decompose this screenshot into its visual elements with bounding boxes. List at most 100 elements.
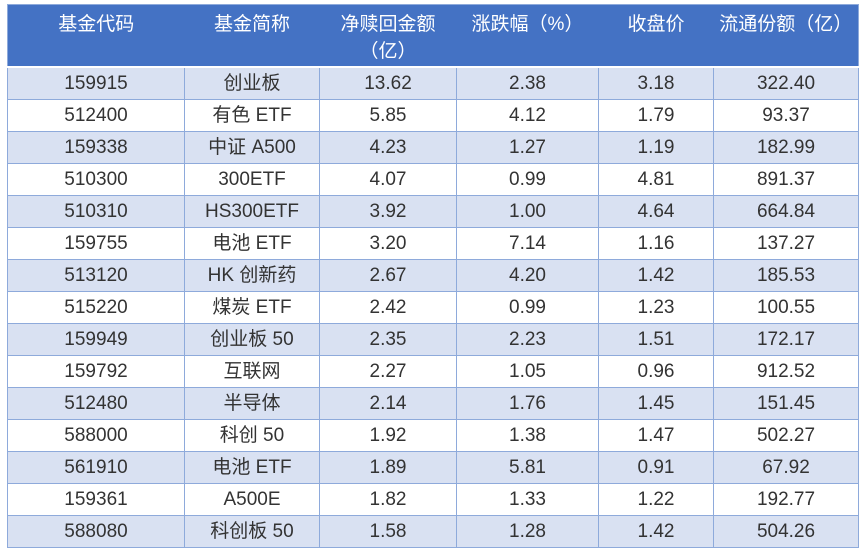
cell-fund-code: 159338 [7, 130, 185, 164]
cell-fund-name: 互联网 [184, 354, 320, 388]
cell-close-price: 1.42 [598, 514, 714, 548]
table-row: 588080 科创板 50 1.58 1.28 1.42 504.26 [7, 514, 859, 548]
cell-fund-code: 159792 [7, 354, 185, 388]
cell-fund-name: A500E [184, 482, 320, 516]
cell-close-price: 1.47 [598, 418, 714, 452]
cell-fund-name: 创业板 [184, 66, 320, 100]
cell-change-pct: 4.20 [456, 258, 599, 292]
cell-float-shares: 100.55 [713, 290, 859, 324]
cell-net-redemption: 3.92 [319, 194, 457, 228]
cell-net-redemption: 2.67 [319, 258, 457, 292]
cell-fund-code: 561910 [7, 450, 185, 484]
cell-net-redemption: 4.07 [319, 162, 457, 196]
cell-net-redemption: 3.20 [319, 226, 457, 260]
cell-float-shares: 664.84 [713, 194, 859, 228]
cell-fund-code: 159755 [7, 226, 185, 260]
cell-change-pct: 2.23 [456, 322, 599, 356]
cell-fund-name: 中证 A500 [184, 130, 320, 164]
cell-fund-code: 515220 [7, 290, 185, 324]
table-row: 159949 创业板 50 2.35 2.23 1.51 172.17 [7, 322, 859, 356]
cell-change-pct: 7.14 [456, 226, 599, 260]
table-row: 512480 半导体 2.14 1.76 1.45 151.45 [7, 386, 859, 420]
cell-change-pct: 1.28 [456, 514, 599, 548]
cell-fund-code: 512480 [7, 386, 185, 420]
cell-fund-code: 510310 [7, 194, 185, 228]
cell-net-redemption: 5.85 [319, 98, 457, 132]
cell-float-shares: 504.26 [713, 514, 859, 548]
cell-fund-name: HK 创新药 [184, 258, 320, 292]
cell-close-price: 1.79 [598, 98, 714, 132]
cell-fund-code: 159361 [7, 482, 185, 516]
cell-fund-code: 513120 [7, 258, 185, 292]
cell-close-price: 3.18 [598, 66, 714, 100]
cell-fund-name: 半导体 [184, 386, 320, 420]
cell-change-pct: 0.99 [456, 290, 599, 324]
table-row: 159755 电池 ETF 3.20 7.14 1.16 137.27 [7, 226, 859, 260]
cell-close-price: 1.19 [598, 130, 714, 164]
cell-fund-name: 科创 50 [184, 418, 320, 452]
table-row: 159915 创业板 13.62 2.38 3.18 322.40 [7, 66, 859, 100]
cell-change-pct: 1.33 [456, 482, 599, 516]
cell-net-redemption: 2.27 [319, 354, 457, 388]
cell-change-pct: 4.12 [456, 98, 599, 132]
cell-close-price: 1.16 [598, 226, 714, 260]
cell-fund-code: 588080 [7, 514, 185, 548]
cell-float-shares: 93.37 [713, 98, 859, 132]
table-row: 159792 互联网 2.27 1.05 0.96 912.52 [7, 354, 859, 388]
table-row: 561910 电池 ETF 1.89 5.81 0.91 67.92 [7, 450, 859, 484]
cell-net-redemption: 13.62 [319, 66, 457, 100]
cell-change-pct: 1.38 [456, 418, 599, 452]
cell-close-price: 0.96 [598, 354, 714, 388]
cell-close-price: 1.45 [598, 386, 714, 420]
cell-fund-name: 电池 ETF [184, 226, 320, 260]
table-row: 588000 科创 50 1.92 1.38 1.47 502.27 [7, 418, 859, 452]
cell-close-price: 1.23 [598, 290, 714, 324]
cell-float-shares: 322.40 [713, 66, 859, 100]
header-fund-code: 基金代码 [7, 4, 185, 69]
cell-net-redemption: 1.89 [319, 450, 457, 484]
cell-close-price: 0.91 [598, 450, 714, 484]
cell-fund-code: 159915 [7, 66, 185, 100]
cell-float-shares: 891.37 [713, 162, 859, 196]
cell-float-shares: 192.77 [713, 482, 859, 516]
table-row: 513120 HK 创新药 2.67 4.20 1.42 185.53 [7, 258, 859, 292]
cell-close-price: 4.81 [598, 162, 714, 196]
cell-close-price: 1.22 [598, 482, 714, 516]
table-row: 159338 中证 A500 4.23 1.27 1.19 182.99 [7, 130, 859, 164]
table-row: 159361 A500E 1.82 1.33 1.22 192.77 [7, 482, 859, 516]
cell-float-shares: 172.17 [713, 322, 859, 356]
table-header-row: 基金代码 基金简称 净赎回金额 （亿） 涨跌幅（%） 收盘价 流通份额（亿） [7, 4, 859, 69]
table-row: 515220 煤炭 ETF 2.42 0.99 1.23 100.55 [7, 290, 859, 324]
cell-fund-name: 煤炭 ETF [184, 290, 320, 324]
header-net-redemption: 净赎回金额 （亿） [319, 4, 457, 69]
cell-net-redemption: 1.82 [319, 482, 457, 516]
cell-change-pct: 5.81 [456, 450, 599, 484]
fund-table: 基金代码 基金简称 净赎回金额 （亿） 涨跌幅（%） 收盘价 流通份额（亿） 1… [7, 4, 859, 548]
cell-net-redemption: 2.42 [319, 290, 457, 324]
cell-fund-code: 512400 [7, 98, 185, 132]
cell-float-shares: 182.99 [713, 130, 859, 164]
cell-change-pct: 1.27 [456, 130, 599, 164]
cell-fund-name: 创业板 50 [184, 322, 320, 356]
cell-float-shares: 502.27 [713, 418, 859, 452]
header-fund-name: 基金简称 [184, 4, 320, 69]
header-float-shares: 流通份额（亿） [713, 4, 859, 69]
cell-change-pct: 1.05 [456, 354, 599, 388]
cell-fund-name: 科创板 50 [184, 514, 320, 548]
cell-net-redemption: 4.23 [319, 130, 457, 164]
cell-change-pct: 1.00 [456, 194, 599, 228]
header-change-pct: 涨跌幅（%） [456, 4, 599, 69]
cell-fund-name: 有色 ETF [184, 98, 320, 132]
cell-change-pct: 1.76 [456, 386, 599, 420]
cell-close-price: 1.51 [598, 322, 714, 356]
cell-float-shares: 137.27 [713, 226, 859, 260]
cell-float-shares: 185.53 [713, 258, 859, 292]
cell-fund-name: 300ETF [184, 162, 320, 196]
cell-fund-code: 588000 [7, 418, 185, 452]
header-close-price: 收盘价 [598, 4, 714, 69]
table-row: 510300 300ETF 4.07 0.99 4.81 891.37 [7, 162, 859, 196]
cell-fund-code: 510300 [7, 162, 185, 196]
cell-fund-name: HS300ETF [184, 194, 320, 228]
cell-net-redemption: 1.92 [319, 418, 457, 452]
cell-close-price: 1.42 [598, 258, 714, 292]
